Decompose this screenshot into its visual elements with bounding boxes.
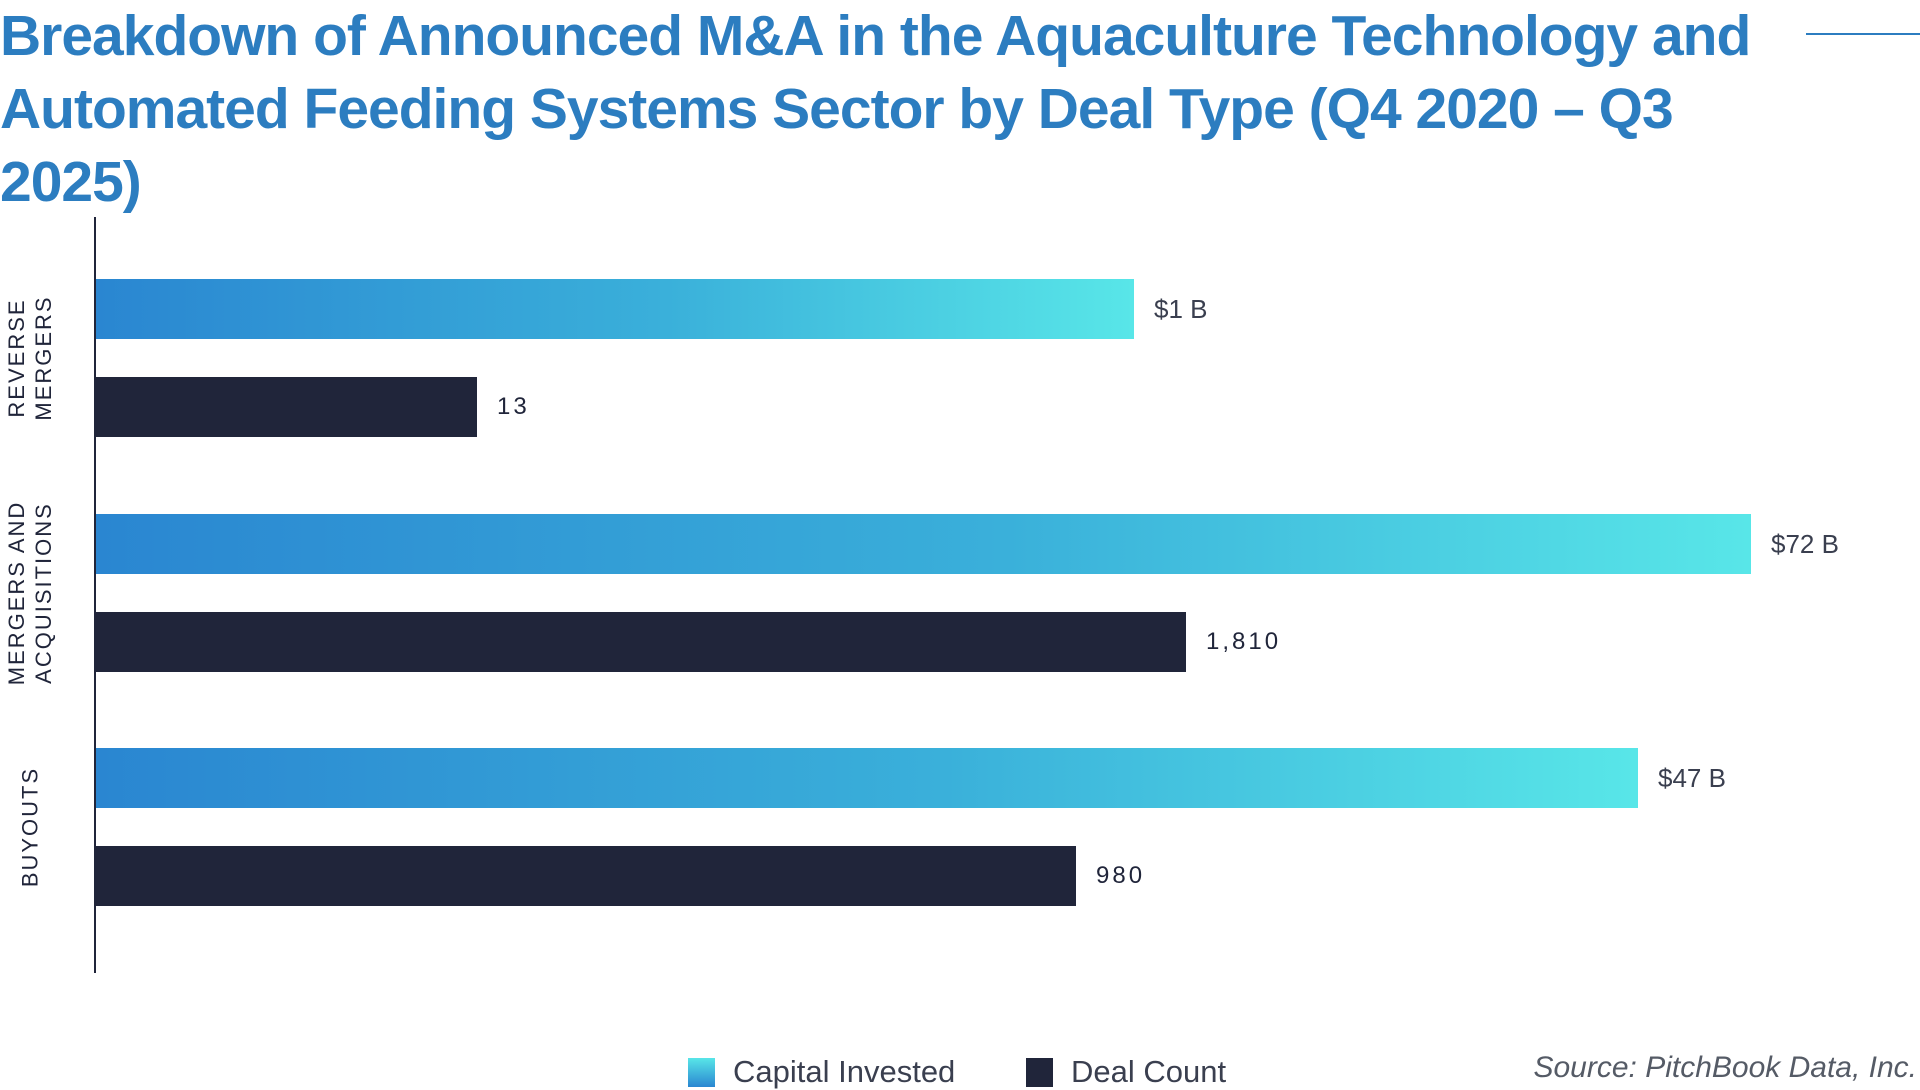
deal-count-bar: [96, 377, 477, 437]
source-note: Source: PitchBook Data, Inc.: [1533, 1051, 1917, 1084]
legend-swatch-deal-count: [1026, 1057, 1053, 1087]
legend-label-capital: Capital Invested: [733, 1054, 956, 1089]
capital-invested-label: $1 B: [1154, 294, 1208, 324]
capital-invested-label: $47 B: [1658, 763, 1726, 793]
category-label-line: MERGERS: [31, 295, 56, 421]
category-label-line: ACQUISITIONS: [31, 502, 56, 684]
deal-count-bar: [96, 612, 1186, 672]
category-label-line: BUYOUTS: [17, 766, 43, 888]
deal-count-bar: [96, 846, 1076, 906]
title-rule: [1806, 33, 1920, 35]
category-label: BUYOUTS: [17, 767, 44, 887]
capital-invested-bar: [96, 279, 1134, 339]
legend-label-deal-count: Deal Count: [1071, 1054, 1227, 1089]
capital-invested-label: $72 B: [1771, 529, 1839, 559]
deal-count-label: 1,810: [1206, 628, 1282, 655]
y-axis-line: [94, 217, 96, 973]
legend-item-deal-count: Deal Count: [1026, 1054, 1226, 1090]
deal-count-label: 980: [1096, 862, 1146, 889]
deal-count-label: 13: [497, 393, 530, 420]
category-label: REVERSE MERGERS: [3, 295, 57, 420]
legend-swatch-capital: [688, 1057, 715, 1087]
capital-invested-bar: [96, 748, 1638, 808]
legend-item-capital-invested: Capital Invested: [688, 1054, 955, 1090]
category-label-line: MERGERS AND: [4, 500, 29, 686]
category-label-line: REVERSE: [4, 298, 29, 418]
chart-title: Breakdown of Announced M&A in the Aquacu…: [0, 4, 1751, 214]
capital-invested-bar: [96, 514, 1751, 574]
category-label: MERGERS AND ACQUISITIONS: [3, 501, 57, 686]
